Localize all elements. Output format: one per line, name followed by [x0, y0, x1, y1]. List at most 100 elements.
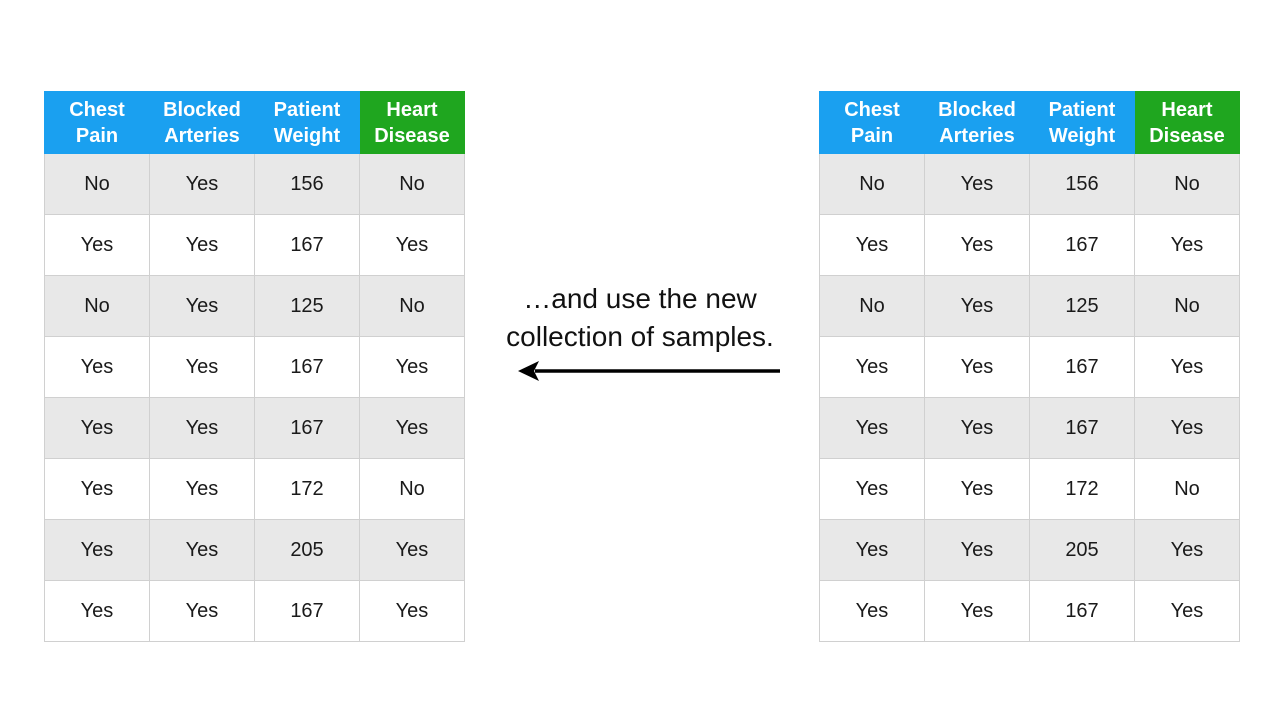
table-cell: No — [359, 153, 465, 215]
header-heart-disease-line2: Disease — [1149, 124, 1225, 147]
table-row: Yes Yes 167 Yes — [819, 397, 1240, 459]
table-cell: 156 — [254, 153, 360, 215]
table-cell: 167 — [1029, 214, 1135, 276]
table-cell: Yes — [44, 336, 150, 398]
table-row: No Yes 125 No — [44, 275, 465, 337]
table-cell: 167 — [1029, 397, 1135, 459]
table-cell: Yes — [924, 336, 1030, 398]
header-blocked-arteries-line1: Blocked — [938, 98, 1016, 121]
header-patient-weight-line1: Patient — [1048, 98, 1116, 121]
table-cell: 205 — [1029, 519, 1135, 581]
table-row: No Yes 125 No — [819, 275, 1240, 337]
table-cell: Yes — [924, 153, 1030, 215]
table-cell: Yes — [359, 336, 465, 398]
table-row: Yes Yes 167 Yes — [44, 214, 465, 276]
table-row: No Yes 156 No — [819, 153, 1240, 215]
table-cell: Yes — [149, 458, 255, 520]
table-row: Yes Yes 172 No — [819, 458, 1240, 520]
header-patient-weight: Patient Weight — [254, 91, 360, 154]
header-blocked-arteries: Blocked Arteries — [924, 91, 1030, 154]
table-cell: No — [1134, 275, 1240, 337]
table-cell: Yes — [819, 458, 925, 520]
table-cell: Yes — [1134, 397, 1240, 459]
table-row: Yes Yes 167 Yes — [819, 580, 1240, 642]
header-chest-pain: Chest Pain — [819, 91, 925, 154]
table-cell: No — [819, 153, 925, 215]
header-blocked-arteries: Blocked Arteries — [149, 91, 255, 154]
table-cell: Yes — [44, 214, 150, 276]
table-cell: Yes — [819, 519, 925, 581]
table-cell: Yes — [359, 580, 465, 642]
table-cell: 125 — [254, 275, 360, 337]
table-cell: Yes — [1134, 336, 1240, 398]
header-blocked-arteries-line1: Blocked — [163, 98, 241, 121]
table-cell: Yes — [924, 519, 1030, 581]
table-cell: Yes — [149, 336, 255, 398]
table-cell: No — [1134, 458, 1240, 520]
table-cell: Yes — [149, 580, 255, 642]
new-samples-table: Chest Pain Blocked Arteries Patient Weight … — [44, 91, 465, 642]
table-row: No Yes 156 No — [44, 153, 465, 215]
header-blocked-arteries-line2: Arteries — [939, 124, 1015, 147]
table-cell: No — [359, 275, 465, 337]
table-cell: Yes — [819, 214, 925, 276]
table-row: Yes Yes 167 Yes — [819, 336, 1240, 398]
table-cell: Yes — [149, 153, 255, 215]
table-cell: 167 — [1029, 336, 1135, 398]
table-row: Yes Yes 205 Yes — [819, 519, 1240, 581]
table-cell: 156 — [1029, 153, 1135, 215]
caption-line-2: collection of samples. — [506, 321, 774, 352]
table-cell: 167 — [254, 214, 360, 276]
header-heart-disease-line1: Heart — [1161, 98, 1213, 121]
table-cell: 172 — [1029, 458, 1135, 520]
table-cell: Yes — [1134, 580, 1240, 642]
table-cell: Yes — [924, 458, 1030, 520]
table-cell: Yes — [359, 519, 465, 581]
table-cell: Yes — [359, 397, 465, 459]
table-cell: Yes — [44, 397, 150, 459]
table-row: Yes Yes 167 Yes — [819, 214, 1240, 276]
table-cell: Yes — [149, 397, 255, 459]
header-chest-pain-line1: Chest — [844, 98, 900, 121]
table-cell: 167 — [254, 397, 360, 459]
table-cell: Yes — [924, 580, 1030, 642]
table-cell: 172 — [254, 458, 360, 520]
header-heart-disease: Heart Disease — [359, 91, 465, 154]
table-cell: Yes — [44, 580, 150, 642]
table-cell: 167 — [254, 580, 360, 642]
header-patient-weight-line2: Weight — [273, 124, 341, 147]
header-patient-weight-line1: Patient — [273, 98, 341, 121]
header-row: Chest Pain Blocked Arteries Patient Weight … — [819, 91, 1240, 154]
table-cell: Yes — [359, 214, 465, 276]
table-cell: No — [819, 275, 925, 337]
header-chest-pain-line1: Chest — [69, 98, 125, 121]
left-arrow-icon — [518, 361, 780, 381]
header-patient-weight-line2: Weight — [1048, 124, 1116, 147]
table-cell: Yes — [149, 519, 255, 581]
table-cell: Yes — [819, 580, 925, 642]
table-cell: Yes — [819, 397, 925, 459]
table-cell: 167 — [254, 336, 360, 398]
table-row: Yes Yes 172 No — [44, 458, 465, 520]
table-cell: Yes — [924, 275, 1030, 337]
table-cell: 125 — [1029, 275, 1135, 337]
table-cell: Yes — [149, 275, 255, 337]
header-heart-disease-line1: Heart — [386, 98, 438, 121]
table-cell: 205 — [254, 519, 360, 581]
table-row: Yes Yes 205 Yes — [44, 519, 465, 581]
header-chest-pain: Chest Pain — [44, 91, 150, 154]
table-cell: Yes — [44, 519, 150, 581]
table-cell: No — [359, 458, 465, 520]
table-cell: 167 — [1029, 580, 1135, 642]
table-cell: Yes — [1134, 214, 1240, 276]
table-cell: No — [44, 275, 150, 337]
header-row: Chest Pain Blocked Arteries Patient Weight … — [44, 91, 465, 154]
table-cell: No — [44, 153, 150, 215]
table-cell: Yes — [1134, 519, 1240, 581]
table-row: Yes Yes 167 Yes — [44, 580, 465, 642]
table-cell: No — [1134, 153, 1240, 215]
table-cell: Yes — [44, 458, 150, 520]
header-blocked-arteries-line2: Arteries — [164, 124, 240, 147]
table-cell: Yes — [149, 214, 255, 276]
header-heart-disease: Heart Disease — [1134, 91, 1240, 154]
